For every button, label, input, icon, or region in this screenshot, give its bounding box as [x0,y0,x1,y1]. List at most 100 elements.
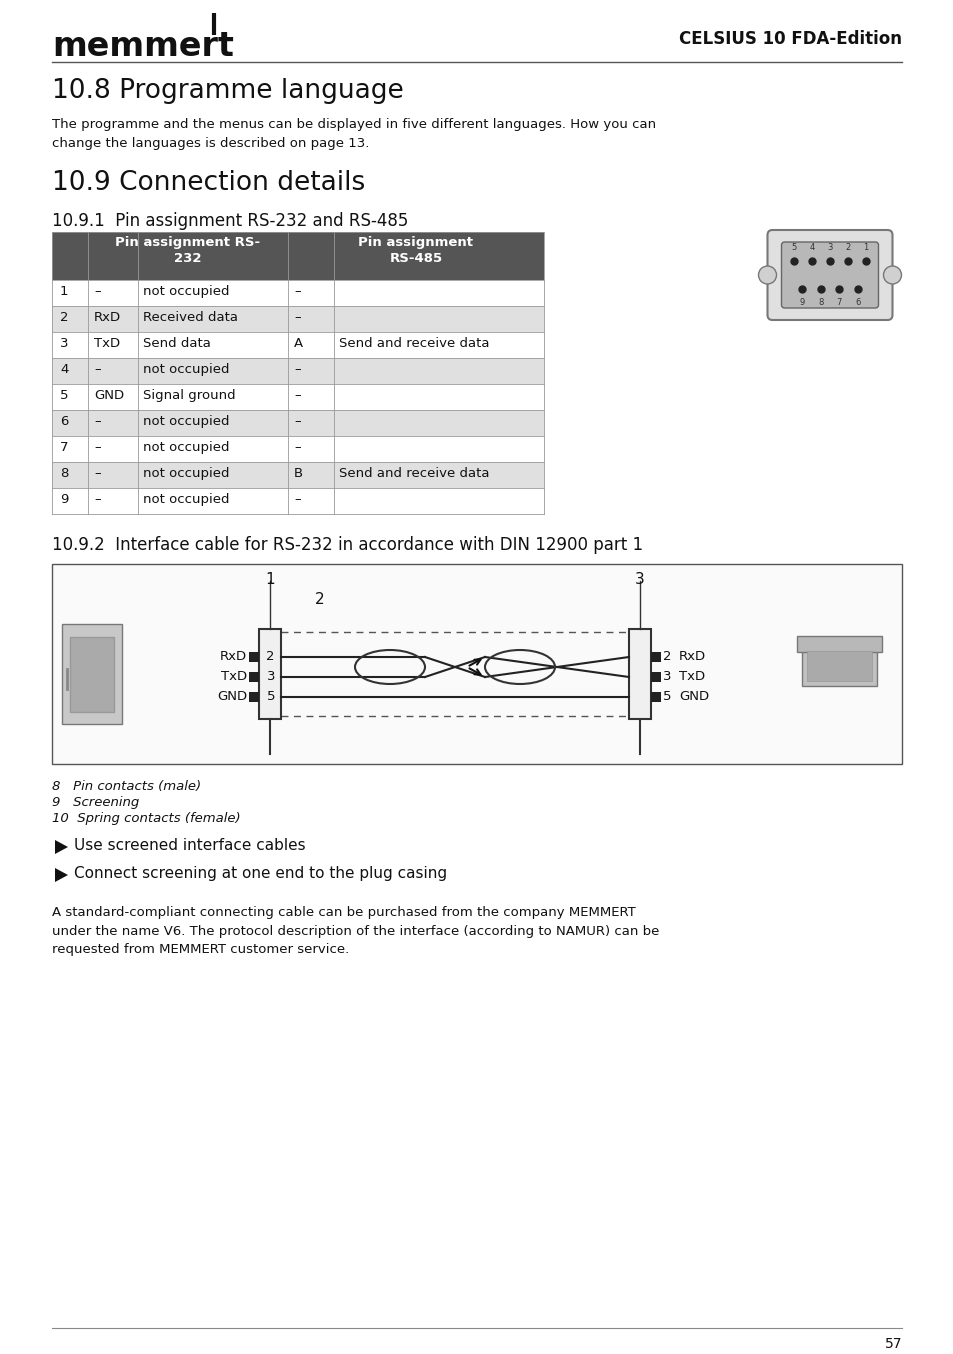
Text: 8: 8 [817,298,822,307]
Bar [52,385,543,410]
Text: –: – [294,363,300,376]
Text: 3: 3 [826,242,832,252]
Circle shape [882,265,901,284]
Text: 3: 3 [266,670,274,684]
Bar [52,357,543,385]
Text: 4: 4 [60,363,69,376]
Text: 2: 2 [60,311,69,324]
Bar [796,636,882,653]
Circle shape [758,265,776,284]
Text: –: – [294,311,300,324]
Text: 9   Screening: 9 Screening [52,796,139,808]
Text: 8   Pin contacts (male): 8 Pin contacts (male) [52,780,201,793]
Polygon shape [55,868,68,881]
Text: 7: 7 [836,298,841,307]
Bar [62,624,122,724]
Bar [52,332,543,357]
Text: GND: GND [216,691,247,704]
Bar [70,636,113,712]
Text: –: – [94,441,100,454]
Bar [249,692,258,701]
Bar [801,646,876,686]
Text: B: B [294,467,303,481]
Text: 10.8 Programme language: 10.8 Programme language [52,79,403,104]
Text: 9: 9 [799,298,803,307]
Text: 10.9.2  Interface cable for RS-232 in accordance with DIN 12900 part 1: 10.9.2 Interface cable for RS-232 in acc… [52,536,642,554]
Polygon shape [55,839,68,854]
Text: RxD: RxD [679,650,705,663]
Text: 2: 2 [314,592,324,607]
Text: not occupied: not occupied [143,467,230,481]
Bar [628,630,650,719]
Text: 6: 6 [855,298,860,307]
Text: not occupied: not occupied [143,441,230,454]
Text: Pin assignment
RS-485: Pin assignment RS-485 [358,236,473,265]
Bar [52,232,543,280]
Text: 5: 5 [266,691,274,704]
Text: 5: 5 [60,389,69,402]
Text: TxD: TxD [679,670,704,684]
Text: 9: 9 [60,493,69,506]
Text: 57: 57 [883,1336,901,1351]
Text: 1: 1 [60,284,69,298]
FancyBboxPatch shape [781,242,878,307]
Text: 2: 2 [266,650,274,663]
Text: –: – [294,414,300,428]
Text: Received data: Received data [143,311,237,324]
Text: not occupied: not occupied [143,363,230,376]
Bar [52,306,543,332]
Text: 10  Spring contacts (female): 10 Spring contacts (female) [52,812,240,825]
Text: 1: 1 [265,571,274,588]
Bar [52,487,543,515]
Text: 10.9.1  Pin assignment RS-232 and RS-485: 10.9.1 Pin assignment RS-232 and RS-485 [52,213,408,230]
Bar [249,672,258,682]
Text: not occupied: not occupied [143,493,230,506]
Text: Send data: Send data [143,337,211,349]
Text: not occupied: not occupied [143,284,230,298]
Text: TxD: TxD [94,337,120,349]
Text: –: – [94,363,100,376]
FancyBboxPatch shape [767,230,892,320]
Bar [52,462,543,487]
Bar [258,630,281,719]
Text: GND: GND [94,389,124,402]
Text: –: – [94,467,100,481]
Text: RxD: RxD [94,311,121,324]
Bar [650,672,660,682]
Text: 2: 2 [662,650,671,663]
Bar [249,653,258,662]
Bar [650,653,660,662]
Text: –: – [294,441,300,454]
Text: 7: 7 [60,441,69,454]
Bar [52,436,543,462]
Bar [52,410,543,436]
Text: 3: 3 [635,571,644,588]
Text: Send and receive data: Send and receive data [338,337,489,349]
Text: A standard-compliant connecting cable can be purchased from the company MEMMERT
: A standard-compliant connecting cable ca… [52,906,659,956]
Text: –: – [294,389,300,402]
Text: TxD: TxD [221,670,247,684]
Bar [52,280,543,306]
Text: 4: 4 [808,242,814,252]
Text: Send and receive data: Send and receive data [338,467,489,481]
Text: RxD: RxD [219,650,247,663]
Text: –: – [94,414,100,428]
Text: not occupied: not occupied [143,414,230,428]
Text: Connect screening at one end to the plug casing: Connect screening at one end to the plug… [74,867,447,881]
Text: –: – [94,284,100,298]
Bar [52,565,901,764]
Text: A: A [294,337,303,349]
Text: 1: 1 [862,242,868,252]
Bar [806,651,871,681]
Text: Signal ground: Signal ground [143,389,235,402]
Text: The programme and the menus can be displayed in five different languages. How yo: The programme and the menus can be displ… [52,118,656,149]
Text: memmert: memmert [52,30,233,64]
Text: 3: 3 [60,337,69,349]
Text: 10.9 Connection details: 10.9 Connection details [52,171,365,196]
Text: CELSIUS 10 FDA-Edition: CELSIUS 10 FDA-Edition [679,30,901,47]
Text: –: – [94,493,100,506]
Text: 3: 3 [662,670,671,684]
Text: Pin assignment RS-
232: Pin assignment RS- 232 [115,236,260,265]
Text: 5: 5 [662,691,671,704]
Bar [650,692,660,701]
